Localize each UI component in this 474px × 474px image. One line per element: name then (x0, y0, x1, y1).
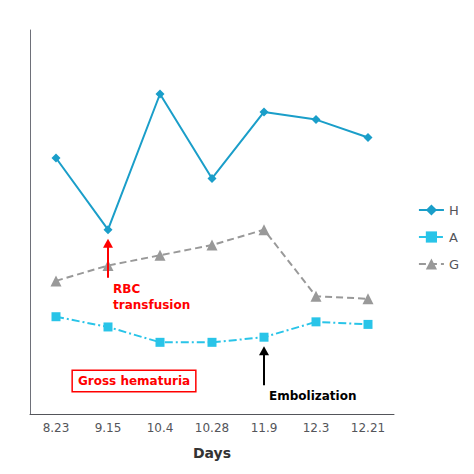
svg-text:RBC: RBC (113, 282, 140, 296)
svg-text:G: G (449, 257, 459, 272)
svg-text:H: H (449, 203, 459, 218)
svg-text:12.3: 12.3 (303, 421, 330, 435)
svg-text:10.4: 10.4 (147, 421, 174, 435)
svg-text:8.23: 8.23 (43, 421, 70, 435)
svg-text:9.15: 9.15 (95, 421, 122, 435)
svg-text:transfusion: transfusion (113, 298, 190, 312)
svg-text:10.28: 10.28 (195, 421, 229, 435)
svg-text:Days: Days (193, 445, 231, 461)
svg-text:11.9: 11.9 (251, 421, 278, 435)
svg-text:A: A (449, 230, 458, 245)
svg-text:Embolization: Embolization (269, 389, 356, 403)
svg-text:Gross hematuria: Gross hematuria (78, 374, 190, 388)
svg-text:12.21: 12.21 (351, 421, 385, 435)
